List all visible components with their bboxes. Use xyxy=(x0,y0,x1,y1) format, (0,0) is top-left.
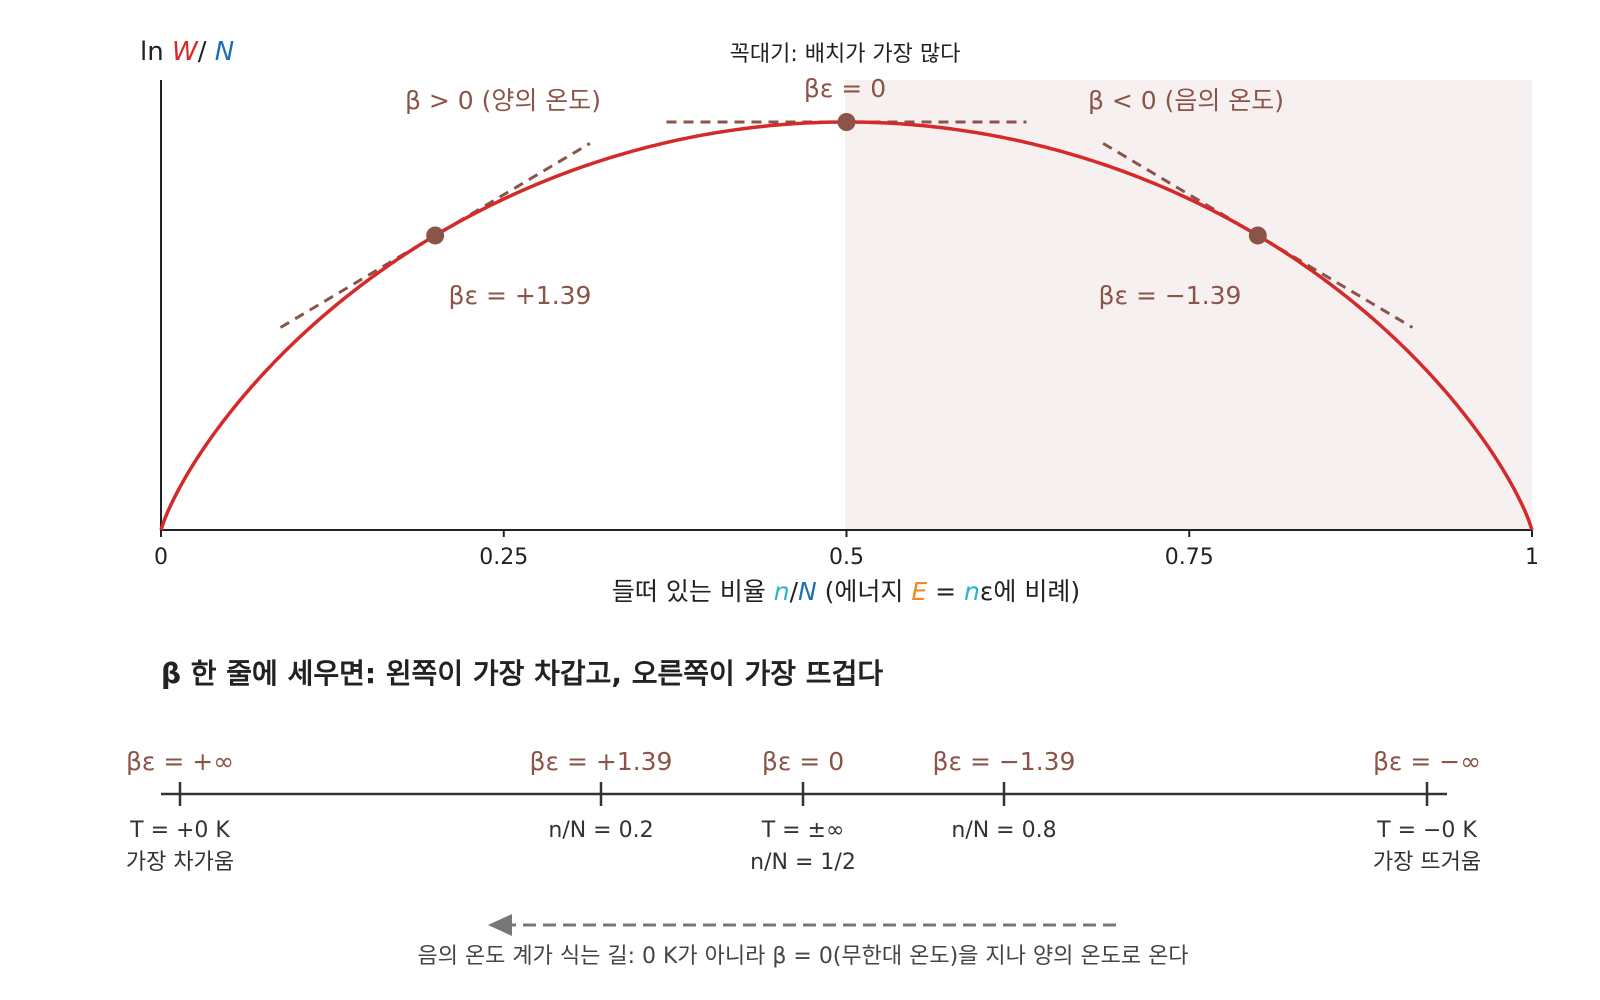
peak-label: 꼭대기: 배치가 가장 많다 xyxy=(730,42,961,67)
beta-tick-line1: T = ±∞ xyxy=(761,818,845,843)
x-label-part3: ε에 비례) xyxy=(980,577,1080,606)
beta-tick-line2: 가장 차가움 xyxy=(126,850,234,875)
y-label-prefix: ln xyxy=(140,37,172,67)
x-label-part1: 들떠 있는 비율 xyxy=(612,577,774,606)
right-point-label: βε = −1.39 xyxy=(1099,281,1242,310)
y-label-n: N xyxy=(215,37,234,67)
x-tick-label: 0 xyxy=(154,545,168,570)
x-ticks: 0 0.25 0.5 0.75 1 xyxy=(154,530,1539,570)
x-axis-label: 들떠 있는 비율 n/N (에너지 E = nε에 비례) xyxy=(612,577,1080,606)
negative-temperature-region xyxy=(845,80,1532,530)
curve-point xyxy=(837,113,856,131)
beta-tick-value: βε = −1.39 xyxy=(933,747,1076,776)
beta-tick-line2: n/N = 1/2 xyxy=(750,850,856,875)
right-region-label: β < 0 (음의 온도) xyxy=(1088,86,1284,115)
x-label-eq: = xyxy=(927,577,964,606)
beta-tick-line1: n/N = 0.2 xyxy=(548,818,653,843)
x-tick-label: 0.5 xyxy=(829,545,864,570)
x-tick-label: 0.75 xyxy=(1165,545,1214,570)
beta-tick-line1: T = −0 K xyxy=(1376,818,1477,843)
left-region-label: β > 0 (양의 온도) xyxy=(405,86,601,115)
x-label-part2: (에너지 xyxy=(817,577,912,606)
bottom-title: β 한 줄에 세우면: 왼쪽이 가장 차갑고, 오른쪽이 가장 뜨겁다 xyxy=(161,657,883,690)
beta-tick-value: βε = −∞ xyxy=(1373,747,1481,776)
cooling-path-caption: 음의 온도 계가 식는 길: 0 K가 아니라 β = 0(무한대 온도)을 지… xyxy=(417,944,1188,969)
curve-points xyxy=(426,113,1267,245)
left-point-label: βε = +1.39 xyxy=(449,281,592,310)
curve-point xyxy=(426,226,445,245)
x-label-n: n xyxy=(774,577,790,606)
y-label-w: W xyxy=(172,37,199,67)
x-label-N: N xyxy=(798,577,817,606)
beta-tick-value: βε = +1.39 xyxy=(530,747,673,776)
cooling-path-arrowhead xyxy=(488,914,512,936)
x-label-slash: / xyxy=(790,577,799,606)
beta-tick-value: βε = +∞ xyxy=(126,747,234,776)
beta-tick-value: βε = 0 xyxy=(762,747,844,776)
beta-line-ticks: βε = +∞ T = +0 K 가장 차가움 βε = +1.39 n/N = 0.2… xyxy=(126,747,1481,875)
beta-tick-line1: T = +0 K xyxy=(129,818,230,843)
curve-point xyxy=(1248,226,1267,245)
beta-tick-line2: 가장 뜨거움 xyxy=(1373,850,1481,875)
y-axis-label: ln W/ N xyxy=(140,37,234,67)
y-label-slash: / xyxy=(198,37,215,67)
x-label-E: E xyxy=(911,577,927,606)
x-tick-label: 1 xyxy=(1525,545,1539,570)
x-label-n2: n xyxy=(964,577,980,606)
beta-tick-line1: n/N = 0.8 xyxy=(951,818,1056,843)
peak-beta-label: βε = 0 xyxy=(804,74,886,103)
x-tick-label: 0.25 xyxy=(479,545,528,570)
